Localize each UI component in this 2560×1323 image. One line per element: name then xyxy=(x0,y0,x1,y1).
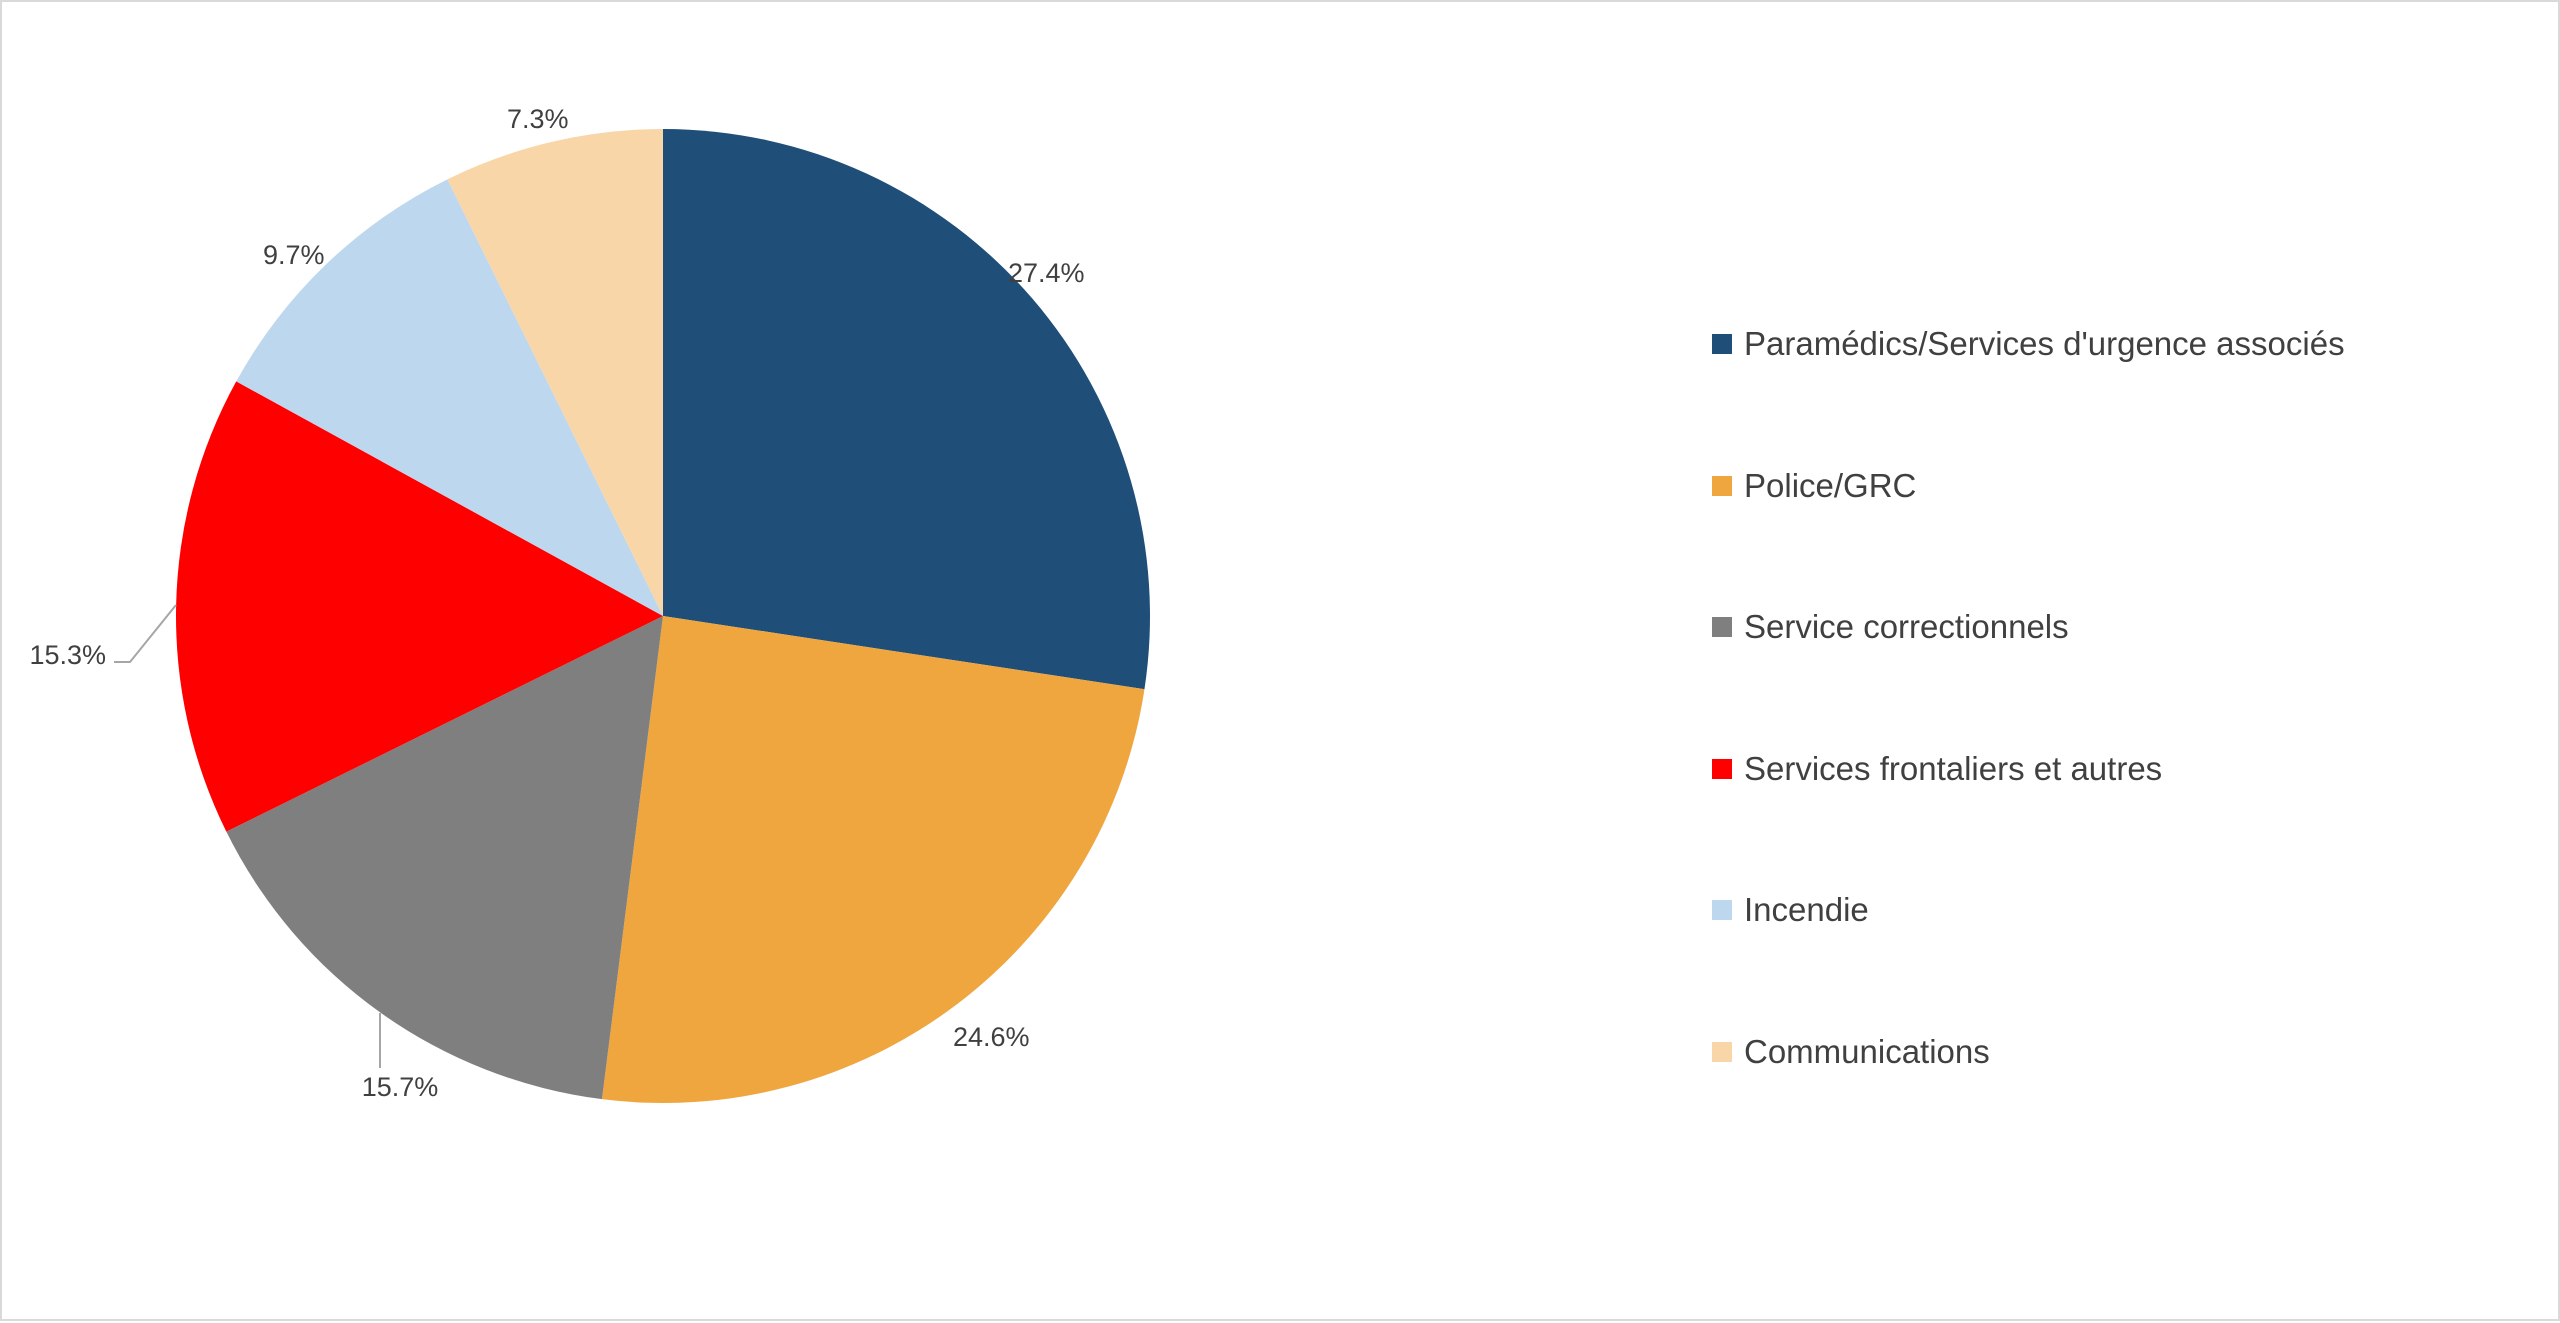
legend-item-service-correctionnels: Service correctionnels xyxy=(1712,605,2069,649)
data-label-communications: 7.3% xyxy=(507,104,569,134)
pie-slice-incendie xyxy=(236,179,663,616)
legend-swatch xyxy=(1712,476,1732,496)
legend-label: Services frontaliers et autres xyxy=(1744,750,2163,787)
legend-item-police-grc: Police/GRC xyxy=(1712,464,1916,508)
leader-line-services-frontaliers-et-autres xyxy=(114,604,177,663)
legend-swatch xyxy=(1712,900,1732,920)
pie-slice-police-grc xyxy=(601,616,1145,1104)
legend-label: Paramédics/Services d'urgence associés xyxy=(1744,325,2345,362)
legend-label: Communications xyxy=(1744,1033,1990,1070)
data-label-incendie: 9.7% xyxy=(263,240,325,270)
legend-label: Incendie xyxy=(1744,891,1869,928)
data-label-service-correctionnels: 15.7% xyxy=(362,1072,439,1102)
data-label-services-frontaliers-et-autres: 15.3% xyxy=(29,640,106,670)
data-label-paramedics-services-d-urgence-associes: 27.4% xyxy=(1008,258,1085,288)
pie-slice-paramedics-services-d-urgence-associes xyxy=(663,129,1150,690)
data-label-police-grc: 24.6% xyxy=(953,1022,1030,1052)
legend-item-paramedics-services-d-urgence-associes: Paramédics/Services d'urgence associés xyxy=(1712,322,2345,366)
pie-slice-services-frontaliers-et-autres xyxy=(176,381,664,832)
legend-item-incendie: Incendie xyxy=(1712,888,1869,932)
pie-slice-communications xyxy=(447,129,663,616)
legend-swatch xyxy=(1712,334,1732,354)
legend-item-communications: Communications xyxy=(1712,1030,1990,1074)
pie-slice-service-correctionnels xyxy=(226,616,663,1100)
legend-swatch xyxy=(1712,1042,1732,1062)
legend-item-services-frontaliers-et-autres: Services frontaliers et autres xyxy=(1712,747,2162,791)
legend-label: Police/GRC xyxy=(1744,467,1917,504)
legend-swatch xyxy=(1712,759,1732,779)
legend-label: Service correctionnels xyxy=(1744,608,2069,645)
legend-swatch xyxy=(1712,617,1732,637)
